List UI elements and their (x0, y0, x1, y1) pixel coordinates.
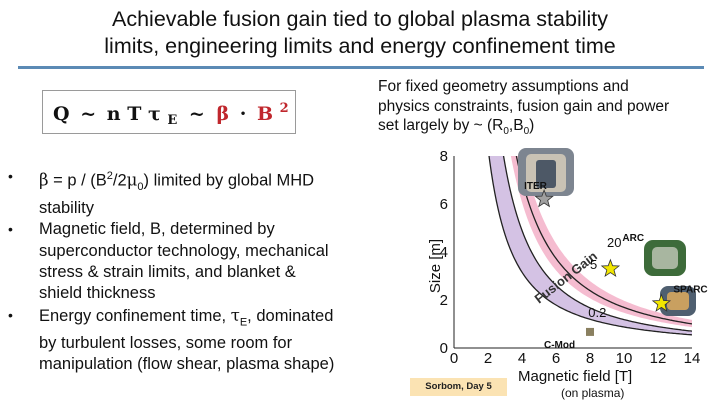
fusion-gain-chart: 0 2 4 6 8 10 12 14 0 2 4 6 8 Size [m] Magnetic fiel… (427, 148, 708, 400)
beta-slash: /2 (112, 171, 127, 190)
bullet-beta: • β = p / (B2/2μ0) limited by global MHD… (8, 166, 388, 219)
eq-sim-2: ~ (189, 103, 205, 125)
gain-label: 5 (590, 257, 597, 272)
point-label: ITER (524, 181, 548, 192)
bullet-conf-line-1b: , dominated (247, 306, 334, 325)
x-axis-label: Magnetic field [T] (518, 368, 632, 385)
bullet-marker: • (8, 306, 13, 323)
point-iter (534, 189, 554, 208)
note-b-sub: 0 (523, 126, 530, 138)
eq-b-sup: 2 (280, 101, 289, 116)
bullet-field-line-2: superconductor technology, mechanical (39, 241, 329, 260)
beta-sup: 2 (106, 170, 113, 182)
point-label: C-Mod (544, 340, 575, 351)
iter-device-image (518, 148, 574, 196)
y-axis-label: Size [m] (427, 239, 444, 293)
beta-eq: = p / (B (48, 171, 107, 190)
note-suffix: ) (529, 117, 535, 134)
y-tick-label: 0 (440, 340, 448, 357)
x-tick-label: 4 (518, 350, 526, 367)
gain-labels: 20 5 0.2 (588, 235, 621, 320)
eq-t: T (127, 103, 141, 125)
mu-sub: 0 (137, 180, 144, 193)
bullet-beta-line-2: stability (39, 199, 95, 218)
eq-n: n (107, 103, 121, 125)
title-line-1: Achievable fusion gain tied to global pl… (112, 7, 608, 31)
bullet-field: • Magnetic field, B, determined by super… (8, 219, 388, 304)
point-label: SPARC (673, 285, 707, 296)
equation: Q ~ n T τ E ~ β · B 2 · τ E (53, 95, 295, 129)
point-sparc (651, 293, 672, 312)
eq-tau-sub: E (167, 113, 177, 128)
mu-symbol: μ (126, 170, 138, 190)
eq-dot-1: · (240, 103, 247, 125)
bullet-field-line-4: shield thickness (39, 284, 156, 303)
bullet-marker: • (8, 168, 13, 184)
gain-label: 0.2 (588, 305, 606, 320)
x-tick-label: 8 (586, 350, 594, 367)
sparc-device-image (660, 286, 696, 316)
equation-box: Q ~ n T τ E ~ β · B 2 · τ E (42, 90, 296, 134)
y-tick-label: 8 (440, 148, 448, 165)
x-tick-label: 0 (450, 350, 458, 367)
y-tick-label: 2 (440, 292, 448, 309)
x-tick-label: 2 (484, 350, 492, 367)
svg-text:Q ~ n T: Q ~ n T τ E ~ β · B 2 · τ E (53, 95, 295, 129)
gain-curve-20 (515, 156, 692, 325)
bullet-field-line-1: Magnetic field, B, determined by (39, 220, 275, 239)
purple-band (489, 156, 692, 335)
bullet-conf-line-2: by turbulent losses, some room for (39, 334, 293, 353)
scaling-note: For fixed geometry assumptions and physi… (378, 77, 718, 142)
x-tick-label: 6 (552, 350, 560, 367)
x-tick-label: 14 (684, 350, 701, 367)
eq-beta: β (216, 103, 229, 125)
note-r-sub: 0 (503, 126, 509, 138)
bullet-conf-line-3: manipulation (flow shear, plasma shape) (39, 355, 335, 374)
x-tick-label: 10 (616, 350, 633, 367)
y-tick-labels: 0 2 4 6 8 (440, 148, 448, 357)
bullet-confinement: • Energy confinement time, τE, dominated… (8, 305, 388, 376)
note-line-2: physics constraints, fusion gain and pow… (378, 97, 670, 115)
gain-curve-0-2 (488, 156, 692, 336)
slide-title: Achievable fusion gain tied to global pl… (0, 6, 720, 60)
device-points: ITER ARC SPARC C-Mod (524, 181, 708, 351)
note-mid: ,B (508, 117, 524, 134)
pink-band (510, 156, 692, 328)
arc-device-image (644, 240, 686, 276)
note-prefix: set largely by ~ (R (378, 117, 504, 134)
gain-curve-5 (502, 156, 692, 332)
point-label: ARC (622, 233, 644, 244)
note-line-1: For fixed geometry assumptions and (378, 78, 629, 95)
y-tick-label: 6 (440, 196, 448, 213)
bullet-list: • β = p / (B2/2μ0) limited by global MHD… (8, 166, 388, 376)
eq-b: B (257, 103, 273, 125)
credit-label: Sorbom, Day 5 (410, 378, 507, 396)
point-c-mod (586, 327, 594, 336)
x-axis-label-note: (on plasma) (561, 386, 624, 400)
eq-q: Q (53, 103, 70, 125)
beta-rest: ) limited by global MHD (143, 171, 315, 190)
tau-sub: E (239, 315, 248, 328)
beta-symbol: β (39, 170, 49, 190)
point-arc (600, 258, 621, 278)
eq-sim-1: ~ (80, 103, 96, 125)
gain-label: 20 (607, 235, 621, 250)
y-tick-label: 4 (440, 244, 448, 261)
note-line-3: set largely by ~ (R0,B0) (378, 116, 718, 142)
eq-tau: τ (148, 103, 161, 125)
bullet-conf-line-1a: Energy confinement time, (39, 306, 231, 325)
tau-symbol: τ (230, 305, 240, 325)
title-divider (18, 66, 704, 69)
bullet-field-line-3: stress & strain limits, and blanket & (39, 262, 296, 281)
x-tick-labels: 0 2 4 6 8 10 12 14 (450, 350, 701, 367)
title-line-2: limits, engineering limits and energy co… (104, 34, 616, 58)
x-tick-label: 12 (650, 350, 667, 367)
bullet-marker: • (8, 221, 13, 238)
